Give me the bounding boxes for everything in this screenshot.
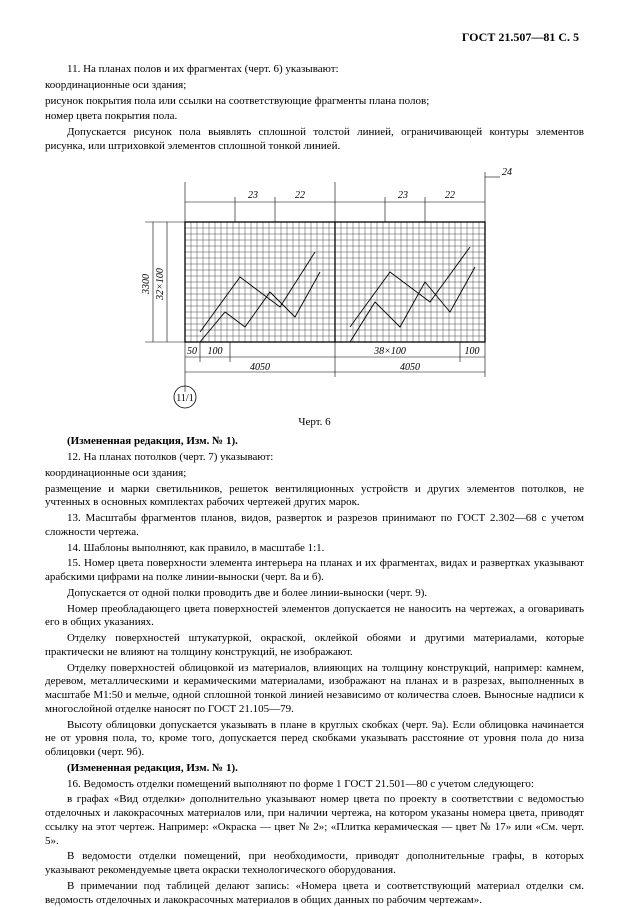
para-15-c: Отделку поверхностей штукатуркой, окраск… [45,632,584,660]
para-15: 15. Номер цвета поверхности элемента инт… [45,557,584,585]
svg-text:24: 24 [502,167,512,178]
para-11-b: рисунок покрытия пола или ссылки на соот… [45,95,584,109]
svg-text:22: 22 [445,190,455,201]
para-11-c: номер цвета покрытия пола. [45,110,584,124]
svg-text:11/1: 11/1 [176,393,193,404]
svg-text:23: 23 [398,190,408,201]
para-13: 13. Масштабы фрагментов планов, видов, р… [45,512,584,540]
figure-6-caption: Черт. 6 [298,416,330,430]
svg-text:4050: 4050 [400,362,420,373]
svg-text:38×100: 38×100 [373,346,406,357]
svg-text:22: 22 [295,190,305,201]
para-16-c: В примечании под таблицей делают запись:… [45,880,584,907]
para-15-b: Номер преобладающего цвета поверхностей … [45,603,584,631]
figure-6: 23 22 23 22 24 3300 32×100 50 100 38×100… [45,162,584,430]
svg-text:50: 50 [187,346,197,357]
para-16: 16. Ведомость отделки помещений выполняю… [45,778,584,792]
para-11-lead: 11. На планах полов и их фрагментах (чер… [45,63,584,77]
svg-text:4050: 4050 [250,362,270,373]
para-16-b: В ведомости отделки помещений, при необх… [45,850,584,878]
note-1: (Измененная редакция, Изм. № 1). [45,435,584,449]
para-15-a: Допускается от одной полки проводить две… [45,587,584,601]
para-14: 14. Шаблоны выполняют, как правило, в ма… [45,542,584,556]
svg-text:100: 100 [464,346,479,357]
para-12-b: размещение и марки светильников, решеток… [45,483,584,511]
para-12-a: координационные оси здания; [45,467,584,481]
para-16-a: в графах «Вид отделки» дополнительно ука… [45,793,584,848]
para-15-d: Отделку поверхностей облицовкой из матер… [45,662,584,717]
svg-text:3300: 3300 [141,274,152,295]
para-11-d: Допускается рисунок пола выявлять сплошн… [45,126,584,154]
page-header: ГОСТ 21.507—81 С. 5 [45,30,584,45]
para-15-e: Высоту облицовки допускается указывать в… [45,719,584,760]
svg-text:23: 23 [248,190,258,201]
para-12-lead: 12. На планах потолков (черт. 7) указыва… [45,451,584,465]
para-11-a: координационные оси здания; [45,79,584,93]
figure-6-svg: 23 22 23 22 24 3300 32×100 50 100 38×100… [105,162,525,412]
svg-text:100: 100 [207,346,222,357]
svg-text:32×100: 32×100 [155,268,166,301]
note-2: (Измененная редакция, Изм. № 1). [45,762,584,776]
